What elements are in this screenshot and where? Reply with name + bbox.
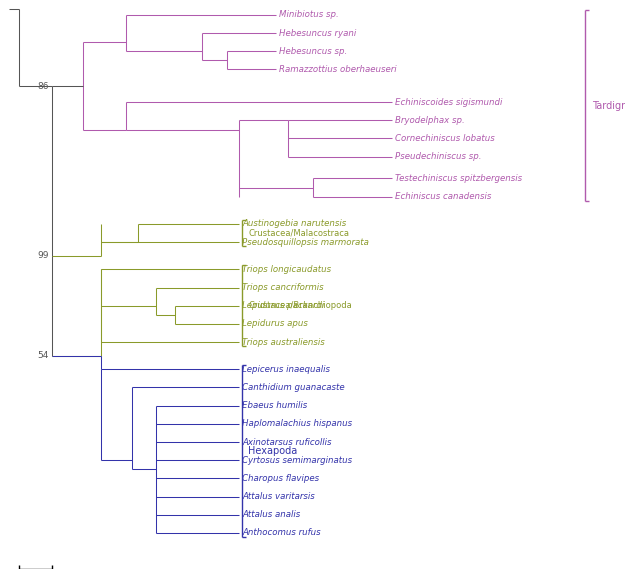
Text: Anthocomus rufus: Anthocomus rufus (242, 528, 321, 538)
Text: Minibiotus sp.: Minibiotus sp. (279, 10, 339, 20)
Text: Triops australiensis: Triops australiensis (242, 338, 325, 347)
Text: Triops cancriformis: Triops cancriformis (242, 283, 324, 292)
Text: Cornechiniscus lobatus: Cornechiniscus lobatus (395, 134, 495, 143)
Text: Crustacea/Malacostraca: Crustacea/Malacostraca (248, 228, 349, 237)
Text: 99: 99 (38, 251, 49, 260)
Text: Hebesuncus ryani: Hebesuncus ryani (279, 29, 356, 37)
Text: Ramazzottius oberhaeuseri: Ramazzottius oberhaeuseri (279, 65, 396, 74)
Text: Lepicerus inaequalis: Lepicerus inaequalis (242, 365, 330, 374)
Text: Canthidium guanacaste: Canthidium guanacaste (242, 383, 345, 392)
Text: Triops longicaudatus: Triops longicaudatus (242, 265, 331, 274)
Text: Echiniscoides sigismundi: Echiniscoides sigismundi (395, 98, 502, 106)
Text: Hexapoda: Hexapoda (248, 446, 298, 456)
Text: Pseudechiniscus sp.: Pseudechiniscus sp. (395, 152, 482, 161)
Text: Testechiniscus spitzbergensis: Testechiniscus spitzbergensis (395, 174, 522, 183)
Text: Crustacea/Branchiopoda: Crustacea/Branchiopoda (248, 301, 352, 310)
Text: Hebesuncus sp.: Hebesuncus sp. (279, 47, 347, 56)
Text: Lepidurus packardi: Lepidurus packardi (242, 301, 324, 310)
Text: Bryodelphax sp.: Bryodelphax sp. (395, 116, 465, 125)
Text: Pseudosquillopsis marmorata: Pseudosquillopsis marmorata (242, 237, 369, 247)
Text: Echiniscus canadensis: Echiniscus canadensis (395, 192, 492, 201)
Text: Haplomalachius hispanus: Haplomalachius hispanus (242, 419, 352, 428)
Text: Axinotarsus ruficollis: Axinotarsus ruficollis (242, 438, 331, 447)
Text: Lepidurus apus: Lepidurus apus (242, 319, 308, 328)
Text: Attalus varitarsis: Attalus varitarsis (242, 492, 315, 501)
Text: 54: 54 (38, 351, 49, 360)
Text: Charopus flavipes: Charopus flavipes (242, 474, 319, 483)
Text: Ebaeus humilis: Ebaeus humilis (242, 401, 308, 410)
Text: Attalus analis: Attalus analis (242, 510, 301, 519)
Text: Tardigrada: Tardigrada (592, 101, 625, 111)
Text: Cyrtosus semimarginatus: Cyrtosus semimarginatus (242, 455, 352, 465)
Text: Austinogebia narutensis: Austinogebia narutensis (242, 220, 346, 228)
Text: 86: 86 (38, 82, 49, 91)
